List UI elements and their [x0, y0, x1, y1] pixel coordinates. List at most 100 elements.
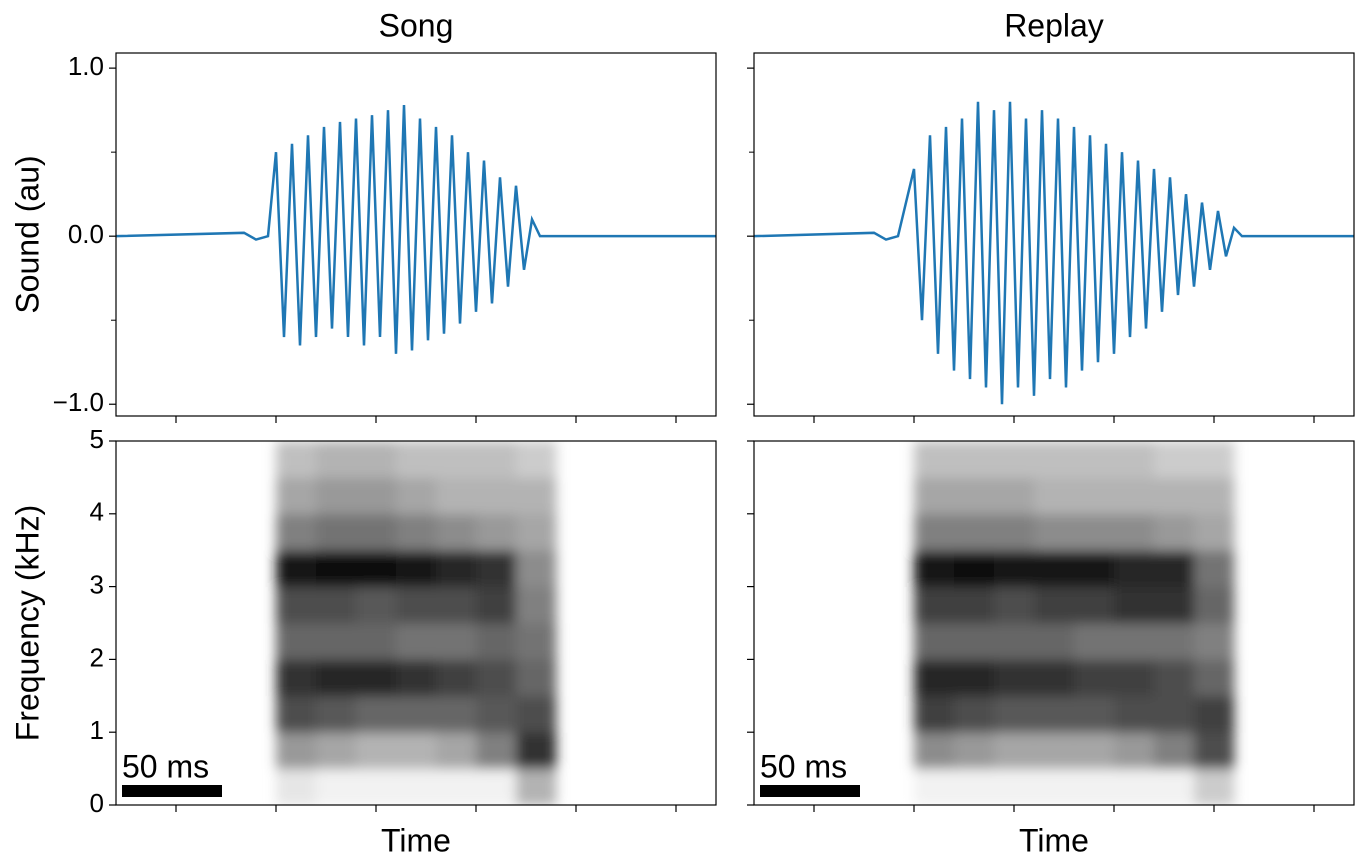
spectrogram-cell — [994, 768, 1035, 805]
y-tick-label: 4 — [90, 497, 104, 527]
spectrogram-cell — [1074, 477, 1115, 515]
spectrogram-cell — [914, 695, 955, 733]
spectrogram-cell — [994, 441, 1035, 478]
axes-frame — [115, 440, 717, 806]
spectrogram-cell — [1114, 659, 1155, 697]
spectrogram-cell — [316, 441, 357, 478]
panel: Time 50 ms — [747, 440, 1355, 858]
spectrogram-cell — [954, 550, 995, 588]
spectrogram-cell — [276, 623, 317, 660]
y-axis-label: Frequency (kHz) — [9, 505, 45, 742]
spectrogram-cell — [1194, 659, 1235, 697]
spectrogram-cell — [1194, 513, 1235, 551]
scale-bar-label: 50 ms — [122, 748, 209, 784]
spectrogram-cell — [1074, 623, 1115, 660]
spectrogram-cell — [914, 586, 955, 624]
spectrogram-cell — [994, 513, 1035, 551]
spectrogram-cell — [516, 732, 557, 770]
spectrogram-cell — [954, 513, 995, 551]
spectrogram-cell — [1154, 695, 1195, 733]
spectrogram-cell — [396, 623, 437, 660]
y-tick-label: 2 — [90, 642, 104, 672]
spectrogram-cell — [1074, 768, 1115, 805]
spectrogram-cell — [276, 768, 317, 805]
spectrogram-cell — [276, 441, 317, 478]
spectrogram-cell — [436, 513, 477, 551]
spectrogram-cell — [1034, 441, 1075, 478]
spectrogram-cell — [316, 586, 357, 624]
spectrogram-cell — [1034, 550, 1075, 588]
spectrogram-cell — [954, 623, 995, 660]
spectrogram-cell — [516, 586, 557, 624]
spectrogram-cell — [396, 695, 437, 733]
spectrogram-cell — [436, 477, 477, 515]
spectrogram-cell — [1154, 477, 1195, 515]
panel-title: Song — [379, 7, 454, 43]
spectrogram-cell — [316, 513, 357, 551]
axes-frame — [753, 440, 1355, 806]
spectrogram — [914, 441, 1235, 805]
spectrogram-cell — [356, 732, 397, 770]
spectrogram-cell — [994, 586, 1035, 624]
axes-frame — [753, 52, 1355, 417]
spectrogram-cell — [1074, 695, 1115, 733]
spectrogram-cell — [954, 695, 995, 733]
y-tick-label: −1.0 — [53, 387, 104, 417]
spectrogram-cell — [396, 477, 437, 515]
spectrogram-cell — [396, 550, 437, 588]
spectrogram-cell — [476, 732, 517, 770]
spectrogram-cell — [476, 477, 517, 515]
spectrogram-cell — [316, 732, 357, 770]
spectrogram-cell — [954, 586, 995, 624]
spectrogram-cell — [914, 768, 955, 805]
waveform — [116, 105, 716, 354]
spectrogram-cell — [994, 550, 1035, 588]
spectrogram-cell — [994, 695, 1035, 733]
spectrogram-cell — [1034, 695, 1075, 733]
spectrogram-cell — [356, 513, 397, 551]
spectrogram-cell — [1034, 477, 1075, 515]
spectrogram-cell — [396, 513, 437, 551]
spectrogram-cell — [1154, 732, 1195, 770]
spectrogram-cell — [356, 659, 397, 697]
y-tick-label: 5 — [90, 424, 104, 454]
spectrogram-cell — [954, 732, 995, 770]
spectrogram-cell — [516, 513, 557, 551]
spectrogram-cell — [1194, 550, 1235, 588]
panel: Replay — [747, 7, 1355, 423]
y-axis-label: Sound (au) — [9, 155, 45, 313]
spectrogram-cell — [396, 441, 437, 478]
spectrogram-cell — [356, 623, 397, 660]
spectrogram-cell — [1194, 732, 1235, 770]
spectrogram-cell — [1154, 768, 1195, 805]
spectrogram-cell — [1154, 550, 1195, 588]
spectrogram-cell — [1194, 586, 1235, 624]
spectrogram-cell — [356, 441, 397, 478]
y-tick-label: 1.0 — [68, 51, 104, 81]
spectrogram-cell — [316, 695, 357, 733]
spectrogram-cell — [1114, 513, 1155, 551]
spectrogram-cell — [1034, 659, 1075, 697]
spectrogram-cell — [356, 550, 397, 588]
spectrogram-cell — [276, 586, 317, 624]
y-tick-label: 0.0 — [68, 219, 104, 249]
spectrogram-cell — [276, 695, 317, 733]
spectrogram-cell — [476, 586, 517, 624]
panel: −1.0 0.0 1.0 Song Sound (au) — [9, 7, 717, 423]
spectrogram-cell — [1114, 586, 1155, 624]
spectrogram-cell — [1154, 623, 1195, 660]
scale-bar — [760, 785, 860, 797]
spectrogram-cell — [954, 477, 995, 515]
y-tick-label: 0 — [90, 788, 104, 818]
spectrogram-cell — [1114, 441, 1155, 478]
spectrogram-cell — [1154, 659, 1195, 697]
spectrogram-cell — [436, 659, 477, 697]
spectrogram-cell — [1074, 513, 1115, 551]
spectrogram-cell — [1034, 586, 1075, 624]
spectrogram-cell — [276, 513, 317, 551]
spectrogram-cell — [954, 768, 995, 805]
spectrogram-cell — [436, 732, 477, 770]
spectrogram-cell — [914, 623, 955, 660]
axes-frame — [115, 52, 717, 417]
spectrogram-cell — [356, 477, 397, 515]
